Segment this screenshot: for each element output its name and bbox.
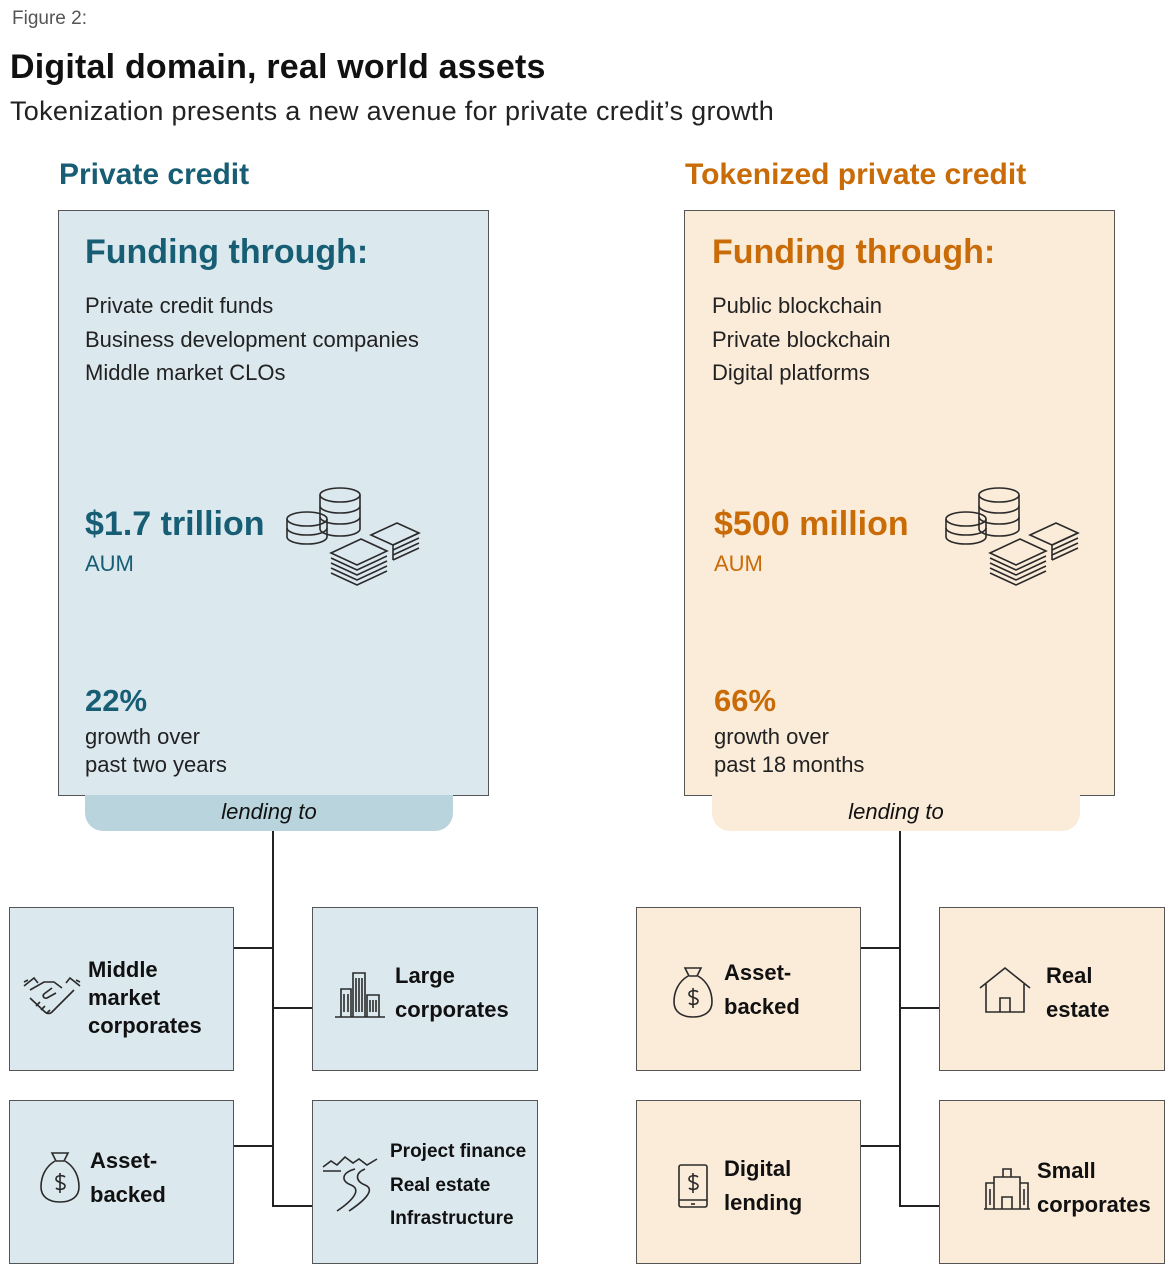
target-label-line: Small — [1037, 1158, 1096, 1183]
target-label-line: Asset- — [724, 960, 792, 985]
growth-percent: 66% — [714, 683, 777, 718]
money-bag-icon — [40, 1149, 80, 1205]
lending-to-pill: lending to — [712, 795, 1080, 831]
target-label-line: market — [88, 985, 161, 1010]
funding-list: Public blockchain Private blockchain Dig… — [712, 289, 891, 390]
growth-line: past 18 months — [714, 752, 865, 777]
funding-item: Digital platforms — [712, 360, 870, 385]
target-label-line: Real — [1046, 963, 1093, 988]
funding-item: Public blockchain — [712, 293, 882, 318]
lending-to-pill: lending to — [85, 795, 453, 831]
funding-item: Private blockchain — [712, 326, 891, 352]
buildings-icon — [335, 970, 385, 1018]
aum-label: AUM — [85, 551, 134, 576]
target-label-line: Real estate — [390, 1174, 491, 1196]
target-label-line: corporates — [88, 1013, 202, 1038]
funding-heading: Funding through: — [85, 233, 369, 271]
private-credit-heading: Private credit — [59, 158, 250, 191]
figure-label: Figure 2: — [12, 8, 87, 29]
aum-label: AUM — [714, 551, 763, 576]
tokenized-credit-panel: Funding through: Public blockchain Priva… — [684, 210, 1115, 796]
growth-text: growth over past 18 months — [714, 723, 864, 779]
funding-item: Private credit funds — [85, 293, 274, 318]
connector-trunk — [899, 831, 901, 1207]
tokenized-credit-heading: Tokenized private credit — [685, 158, 1027, 191]
target-label: Large corporates — [395, 959, 509, 1027]
target-label-line: Infrastructure — [390, 1208, 514, 1229]
target-label-line: corporates — [1037, 1192, 1151, 1217]
funding-item: Business development companies — [85, 326, 419, 352]
coins-cash-icon — [944, 483, 1084, 587]
connector-branch — [900, 1007, 940, 1009]
growth-line: growth over — [714, 724, 829, 749]
connector-trunk — [272, 831, 274, 1207]
target-label: Asset- backed — [724, 956, 800, 1024]
handshake-icon — [22, 972, 82, 1018]
money-bag-icon — [673, 964, 713, 1020]
target-label: Real estate — [1046, 959, 1110, 1027]
target-label-line: Project finance — [390, 1141, 527, 1162]
figure-subtitle: Tokenization presents a new avenue for p… — [10, 96, 775, 126]
target-project-finance: Project finance Real estate Infrastructu… — [312, 1100, 538, 1264]
house-icon — [978, 966, 1032, 1014]
funding-list: Private credit funds Business developmen… — [85, 289, 419, 390]
target-label-line: lending — [724, 1190, 803, 1215]
target-label-line: Digital — [724, 1156, 792, 1181]
aum-value: $500 million — [714, 505, 909, 543]
figure-title: Digital domain, real world assets — [10, 48, 546, 86]
target-label: Digital lending — [724, 1152, 802, 1220]
target-real-estate: Real estate — [939, 907, 1165, 1071]
target-label-line: Middle — [88, 957, 158, 982]
connector-branch — [233, 947, 273, 949]
aum-value: $1.7 trillion — [85, 505, 265, 543]
target-label: Small corporates — [1037, 1154, 1151, 1222]
target-label: Project finance Real estate Infrastructu… — [390, 1135, 526, 1236]
growth-text: growth over past two years — [85, 723, 227, 779]
target-label-line: Asset- — [90, 1148, 158, 1173]
road-landscape-icon — [321, 1153, 381, 1213]
target-digital-lending: Digital lending — [636, 1100, 861, 1264]
target-small-corporates: Small corporates — [939, 1100, 1165, 1264]
target-label-line: estate — [1046, 997, 1110, 1022]
private-credit-panel: Funding through: Private credit funds Bu… — [58, 210, 489, 796]
target-label: Middle market corporates — [88, 956, 202, 1040]
target-label-line: corporates — [395, 997, 509, 1022]
connector-branch — [273, 1205, 313, 1207]
target-asset-backed: Asset- backed — [636, 907, 861, 1071]
growth-line: past two years — [85, 752, 227, 777]
target-label: Asset- backed — [90, 1144, 166, 1212]
growth-line: growth over — [85, 724, 200, 749]
target-large-corporates: Large corporates — [312, 907, 538, 1071]
connector-branch — [860, 1145, 900, 1147]
target-label-line: backed — [724, 994, 800, 1019]
connector-branch — [900, 1205, 940, 1207]
connector-branch — [860, 947, 900, 949]
growth-percent: 22% — [85, 683, 148, 718]
funding-item: Middle market CLOs — [85, 360, 286, 385]
coins-cash-icon — [285, 483, 425, 587]
target-label-line: Large — [395, 963, 455, 988]
connector-branch — [233, 1145, 273, 1147]
target-label-line: backed — [90, 1182, 166, 1207]
tablet-dollar-icon — [677, 1163, 709, 1209]
connector-branch — [273, 1007, 313, 1009]
small-building-icon — [984, 1163, 1030, 1211]
target-middle-market-corporates: Middle market corporates — [9, 907, 234, 1071]
target-asset-backed: Asset- backed — [9, 1100, 234, 1264]
funding-heading: Funding through: — [712, 233, 996, 271]
